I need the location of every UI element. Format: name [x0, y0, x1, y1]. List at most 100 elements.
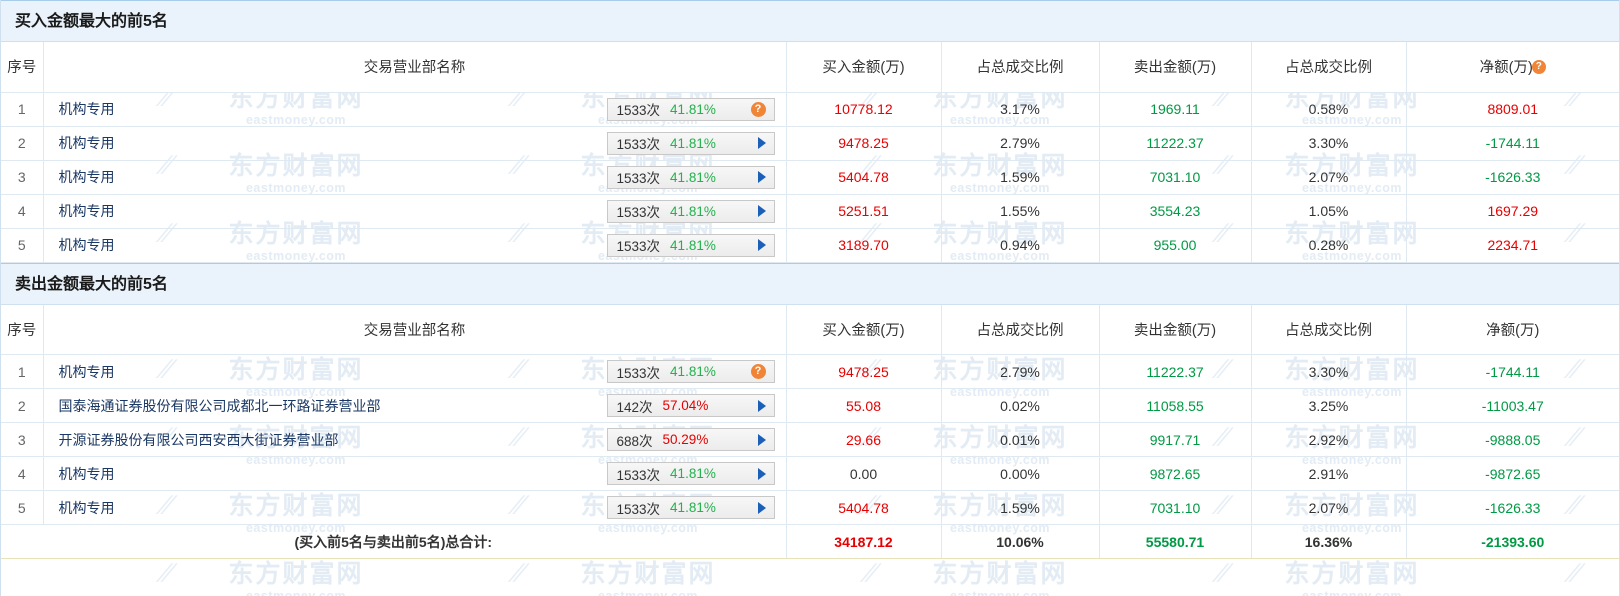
branch-stats-badge[interactable]: 1533次 41.81%	[606, 131, 775, 155]
chevron-right-icon[interactable]	[757, 433, 766, 446]
branch-name-link[interactable]: 机构专用	[58, 465, 115, 482]
row-buy-amount: 10778.12	[786, 92, 942, 127]
table-row[interactable]: 2 机构专用 1533次 41.81% 9478.25 2.79% 11222.37 3.30…	[1, 126, 1619, 161]
badge-count: 1533次	[616, 501, 661, 517]
table-row[interactable]: 5 机构专用 1533次 41.81% 3189.70 0.94% 955.00 0.28% 2…	[1, 228, 1619, 263]
row-branch-cell: 国泰海通证券股份有限公司成都北一环路证券营业部 142次 57.04%	[43, 388, 787, 423]
header-buy-pct: 占总成交比例	[941, 42, 1100, 93]
row-buy-percent: 0.02%	[941, 388, 1100, 423]
row-branch-cell: 机构专用 1533次 41.81%	[43, 194, 787, 229]
branch-name-link[interactable]: 机构专用	[58, 499, 115, 516]
row-branch-cell: 机构专用 1533次 41.81%?	[43, 354, 787, 389]
branch-name-link[interactable]: 机构专用	[58, 203, 115, 219]
row-buy-amount: 5404.78	[786, 490, 942, 525]
branch-stats-badge[interactable]: 1533次 41.81%	[606, 496, 775, 519]
chevron-right-icon[interactable]	[757, 399, 766, 412]
row-branch-cell: 机构专用 1533次 41.81%	[43, 228, 787, 263]
total-sell-percent: 16.36%	[1251, 524, 1407, 559]
row-index: 4	[1, 456, 44, 491]
table-row[interactable]: 2 国泰海通证券股份有限公司成都北一环路证券营业部 142次 57.04% 55.08 0…	[1, 388, 1619, 423]
header-buy-amount: 买入金额(万)	[786, 304, 942, 355]
branch-stats-badge[interactable]: 1533次 41.81%	[606, 199, 775, 223]
row-sell-percent: 2.07%	[1251, 490, 1407, 525]
branch-stats-badge[interactable]: 1533次 41.81%	[606, 165, 775, 189]
branch-stats-badge[interactable]: 142次 57.04%	[606, 394, 775, 417]
help-icon[interactable]: ?	[1531, 60, 1546, 75]
row-branch-cell: 机构专用 1533次 41.81%	[43, 126, 787, 161]
badge-count: 1533次	[616, 467, 661, 483]
row-sell-percent: 3.30%	[1251, 126, 1407, 161]
badge-percent: 50.29%	[662, 432, 709, 447]
table-row[interactable]: 3 开源证券股份有限公司西安西大街证券营业部 688次 50.29% 29.66 0.01…	[1, 422, 1619, 457]
row-net-amount: -1744.11	[1406, 354, 1619, 389]
row-net-amount: 2234.71	[1406, 228, 1619, 263]
branch-stats-badge[interactable]: 1533次 41.81%	[606, 233, 775, 257]
row-index: 3	[1, 160, 44, 195]
branch-stats-badge[interactable]: 688次 50.29%	[606, 428, 775, 451]
chevron-right-icon[interactable]	[757, 205, 766, 217]
row-net-amount: -9872.65	[1406, 456, 1619, 491]
help-icon[interactable]: ?	[750, 101, 766, 117]
branch-name-link[interactable]: 机构专用	[58, 237, 115, 253]
badge-percent: 41.81%	[670, 237, 716, 253]
row-index: 1	[1, 92, 44, 127]
sell-table-body: 1 机构专用 1533次 41.81%? 9478.25 2.79% 11222.37 3.3…	[1, 354, 1619, 559]
total-buy-percent: 10.06%	[941, 524, 1100, 559]
row-buy-amount: 5251.51	[786, 194, 942, 229]
branch-name-link[interactable]: 国泰海通证券股份有限公司成都北一环路证券营业部	[58, 397, 381, 414]
row-sell-percent: 3.30%	[1251, 354, 1407, 389]
chevron-right-icon[interactable]	[757, 467, 766, 480]
table-row[interactable]: 1 机构专用 1533次 41.81%? 10778.12 3.17% 1969.11 0.5…	[1, 92, 1619, 127]
branch-stats-badge[interactable]: 1533次 41.81%	[606, 462, 775, 485]
branch-name-link[interactable]: 机构专用	[58, 135, 115, 151]
sell-table: 序号 交易营业部名称 买入金额(万) 占总成交比例 卖出金额(万) 占总成交比例…	[1, 304, 1619, 559]
row-branch-cell: 机构专用 1533次 41.81%	[43, 490, 787, 525]
table-row[interactable]: 4 机构专用 1533次 41.81% 5251.51 1.55% 3554.23 1.05%…	[1, 194, 1619, 229]
badge-percent: 41.81%	[670, 169, 716, 185]
chevron-right-icon[interactable]	[757, 171, 766, 183]
badge-count: 1533次	[616, 137, 661, 152]
badge-percent: 41.81%	[670, 135, 716, 151]
branch-name-link[interactable]: 机构专用	[58, 101, 115, 117]
badge-percent: 41.81%	[670, 364, 716, 379]
row-index: 5	[1, 228, 44, 263]
row-net-amount: 1697.29	[1406, 194, 1619, 229]
row-sell-amount: 11222.37	[1099, 354, 1252, 389]
header-sell-amount: 卖出金额(万)	[1099, 304, 1252, 355]
row-sell-percent: 2.91%	[1251, 456, 1407, 491]
row-branch-cell: 机构专用 1533次 41.81%	[43, 160, 787, 195]
row-buy-percent: 2.79%	[941, 126, 1100, 161]
total-buy-amount: 34187.12	[786, 524, 942, 559]
row-index: 5	[1, 490, 44, 525]
row-sell-percent: 1.05%	[1251, 194, 1407, 229]
table-row[interactable]: 3 机构专用 1533次 41.81% 5404.78 1.59% 7031.10 2.07%…	[1, 160, 1619, 195]
row-sell-amount: 9917.71	[1099, 422, 1252, 457]
row-sell-percent: 3.25%	[1251, 388, 1407, 423]
table-row[interactable]: 5 机构专用 1533次 41.81% 5404.78 1.59% 7031.10 2.07%…	[1, 490, 1619, 525]
row-buy-amount: 0.00	[786, 456, 942, 491]
branch-name-link[interactable]: 机构专用	[58, 169, 115, 185]
row-buy-percent: 1.55%	[941, 194, 1100, 229]
chevron-right-icon[interactable]	[757, 239, 766, 251]
chevron-right-icon[interactable]	[757, 501, 766, 514]
table-row[interactable]: 4 机构专用 1533次 41.81% 0.00 0.00% 9872.65 2.91% -98…	[1, 456, 1619, 491]
row-branch-cell: 开源证券股份有限公司西安西大街证券营业部 688次 50.29%	[43, 422, 787, 457]
branch-stats-badge[interactable]: 1533次 41.81%?	[606, 360, 775, 383]
chevron-right-icon[interactable]	[757, 137, 766, 149]
help-icon[interactable]: ?	[750, 364, 766, 379]
header-sell-pct: 占总成交比例	[1251, 42, 1407, 93]
table-row[interactable]: 1 机构专用 1533次 41.81%? 9478.25 2.79% 11222.37 3.3…	[1, 354, 1619, 389]
row-net-amount: 8809.01	[1406, 92, 1619, 127]
total-sell-amount: 55580.71	[1099, 524, 1252, 559]
branch-name-link[interactable]: 机构专用	[58, 363, 115, 380]
branch-stats-badge[interactable]: 1533次 41.81%?	[606, 97, 775, 121]
branch-name-link[interactable]: 开源证券股份有限公司西安西大街证券营业部	[58, 431, 339, 448]
header-branch-name: 交易营业部名称	[43, 304, 787, 355]
header-net-amount: 净额(万)?	[1406, 42, 1619, 93]
buy-table: 序号 交易营业部名称 买入金额(万) 占总成交比例 卖出金额(万) 占总成交比例…	[1, 42, 1619, 263]
row-buy-percent: 1.59%	[941, 490, 1100, 525]
badge-count: 1533次	[616, 103, 661, 118]
